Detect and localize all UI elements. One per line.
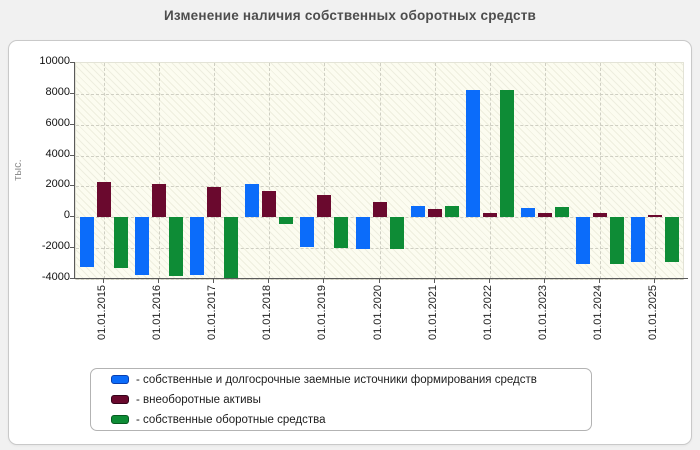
- y-tick: [70, 247, 75, 249]
- x-tick-label: 01.01.2022: [481, 285, 494, 341]
- x-tick: [157, 279, 159, 283]
- x-tick-label: 01.01.2024: [592, 285, 605, 341]
- gridline-v: [213, 63, 215, 279]
- bar-series3-01.01.2024: [610, 217, 625, 264]
- chart-title: Изменение наличия собственных оборотных …: [163, 8, 537, 23]
- gridline-v: [434, 63, 436, 279]
- bar-series1-01.01.2020: [355, 217, 370, 249]
- bar-series1-01.01.2017: [189, 217, 204, 276]
- y-tick-label: 4000: [45, 147, 70, 160]
- bar-series2-01.01.2019: [317, 194, 332, 218]
- gridline-v: [103, 63, 105, 279]
- legend-box: - собственные и долгосрочные заемные ист…: [90, 368, 592, 431]
- gridline-v: [600, 63, 602, 279]
- bar-series3-01.01.2016: [168, 217, 183, 276]
- bar-series3-01.01.2020: [389, 217, 404, 249]
- bar-series2-01.01.2017: [206, 187, 221, 218]
- bar-series2-01.01.2020: [372, 201, 387, 218]
- legend-item-2: - внеоборотные активы: [111, 392, 591, 408]
- x-tick-label: 01.01.2021: [426, 285, 439, 341]
- bar-series2-01.01.2025: [648, 214, 663, 218]
- x-tick: [488, 279, 490, 283]
- y-tick: [70, 92, 75, 94]
- x-tick: [544, 279, 546, 283]
- legend-item-1: - собственные и долгосрочные заемные ист…: [111, 372, 591, 388]
- bar-series2-01.01.2021: [427, 208, 442, 218]
- bar-series3-01.01.2021: [444, 205, 459, 218]
- y-axis-line: [74, 62, 75, 279]
- bar-series1-01.01.2018: [245, 184, 260, 218]
- y-tick: [70, 278, 75, 279]
- y-tick-label: -4000: [41, 271, 70, 283]
- bar-series3-01.01.2023: [555, 207, 570, 218]
- gridline-h: [76, 279, 683, 280]
- bar-series2-01.01.2015: [96, 181, 111, 218]
- y-tick-label: 2000: [45, 178, 70, 191]
- y-tick: [70, 123, 75, 125]
- gridline-v: [489, 63, 491, 279]
- gridline-v: [158, 63, 160, 279]
- x-tick: [599, 279, 601, 283]
- bar-series3-01.01.2022: [499, 90, 514, 218]
- chart-panel: тыс. 10000 8000 6000 4000 2000 0 -2000 -4000 01…: [8, 40, 692, 445]
- x-tick: [212, 279, 214, 283]
- bar-series2-01.01.2016: [151, 184, 166, 218]
- bar-series2-01.01.2018: [262, 191, 277, 218]
- bar-series3-01.01.2018: [279, 217, 294, 225]
- y-tick-label: -2000: [41, 240, 70, 253]
- x-tick: [102, 279, 104, 283]
- bar-series1-01.01.2022: [465, 90, 480, 218]
- x-tick-label: 01.01.2023: [537, 285, 550, 341]
- bar-series3-01.01.2019: [334, 217, 349, 249]
- x-tick-label: 01.01.2015: [95, 285, 108, 341]
- x-tick: [654, 279, 656, 283]
- plot-area: [75, 62, 684, 280]
- x-tick: [433, 279, 435, 283]
- bar-series2-01.01.2023: [538, 213, 553, 218]
- x-tick-label: 01.01.2018: [261, 285, 274, 341]
- x-tick: [378, 279, 380, 283]
- x-tick: [323, 279, 325, 283]
- y-tick: [70, 62, 75, 63]
- bar-series1-01.01.2019: [300, 217, 315, 247]
- x-axis-line: [74, 278, 688, 279]
- x-tick-label: 01.01.2016: [150, 285, 163, 341]
- legend-swatch-3: [111, 415, 129, 424]
- bar-series1-01.01.2023: [521, 208, 536, 218]
- bar-series3-01.01.2015: [113, 217, 128, 269]
- y-tick-label: 8000: [45, 85, 70, 98]
- bar-series2-01.01.2024: [593, 213, 608, 218]
- x-tick-label: 01.01.2020: [371, 285, 384, 341]
- bar-series3-01.01.2025: [665, 217, 680, 263]
- bar-series1-01.01.2015: [79, 217, 94, 268]
- bar-series3-01.01.2017: [223, 217, 238, 279]
- gridline-v: [324, 63, 326, 279]
- y-tick: [70, 185, 75, 187]
- bar-series1-01.01.2016: [134, 217, 149, 276]
- legend-item-3: - собственные оборотные средства: [111, 412, 591, 428]
- y-tick: [70, 154, 75, 156]
- legend-label-2: - внеоборотные активы: [136, 393, 261, 406]
- x-tick-label: 01.01.2025: [647, 285, 660, 341]
- gridline-v: [269, 63, 271, 279]
- bar-series1-01.01.2024: [576, 217, 591, 264]
- legend-swatch-2: [111, 395, 129, 404]
- x-tick-label: 01.01.2017: [205, 285, 218, 341]
- bar-series1-01.01.2025: [631, 217, 646, 263]
- gridline-v: [545, 63, 547, 279]
- legend-label-3: - собственные оборотные средства: [136, 413, 326, 426]
- legend-swatch-1: [111, 375, 129, 384]
- y-tick-label: 6000: [45, 116, 70, 129]
- x-tick: [268, 279, 270, 283]
- y-tick-label: 0: [63, 209, 70, 222]
- gridline-v: [655, 63, 657, 279]
- gridline-v: [379, 63, 381, 279]
- y-tick: [70, 216, 75, 218]
- y-tick-label: 10000: [39, 55, 70, 67]
- legend-label-1: - собственные и долгосрочные заемные ист…: [136, 373, 537, 386]
- bar-series1-01.01.2021: [410, 205, 425, 218]
- x-tick-label: 01.01.2019: [316, 285, 329, 341]
- bar-series2-01.01.2022: [482, 213, 497, 218]
